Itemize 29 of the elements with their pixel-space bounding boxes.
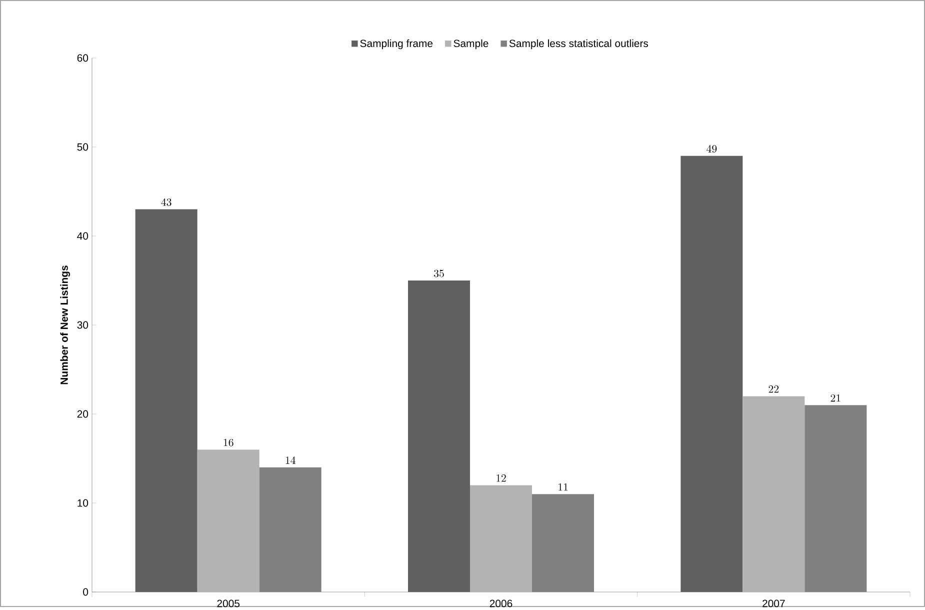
y-axis-title: Number of New Listings [60,265,70,384]
data-label: 43 [161,198,172,206]
bar [470,484,532,592]
y-tick-label: 60 [77,54,88,62]
x-tick-label: 2007 [762,600,785,607]
bar [742,396,805,592]
y-tick-label: 10 [78,499,88,506]
legend-label: Sample [454,39,488,49]
data-label: 14 [286,456,296,464]
data-label: 35 [434,269,444,277]
x-tick-label: 2006 [490,600,512,607]
y-tick-label: 40 [77,232,88,240]
bar [135,209,198,592]
data-label: 21 [830,394,840,402]
data-label: 16 [224,438,234,446]
bar [197,449,260,592]
x-tick-label: 2005 [217,600,240,607]
bar [408,280,470,592]
data-label: 11 [558,483,568,490]
y-tick-label: 50 [77,143,88,150]
data-label: 12 [496,474,506,482]
data-label: 22 [768,385,779,392]
bar [680,156,743,592]
data-label: 49 [706,144,717,152]
y-tick-label: 30 [77,321,88,328]
legend-label: Sampling frame [360,39,433,49]
y-tick-label: 20 [77,410,88,418]
y-tick-label: 0 [83,588,88,596]
legend-label: Sample less statistical outliers [509,39,648,49]
